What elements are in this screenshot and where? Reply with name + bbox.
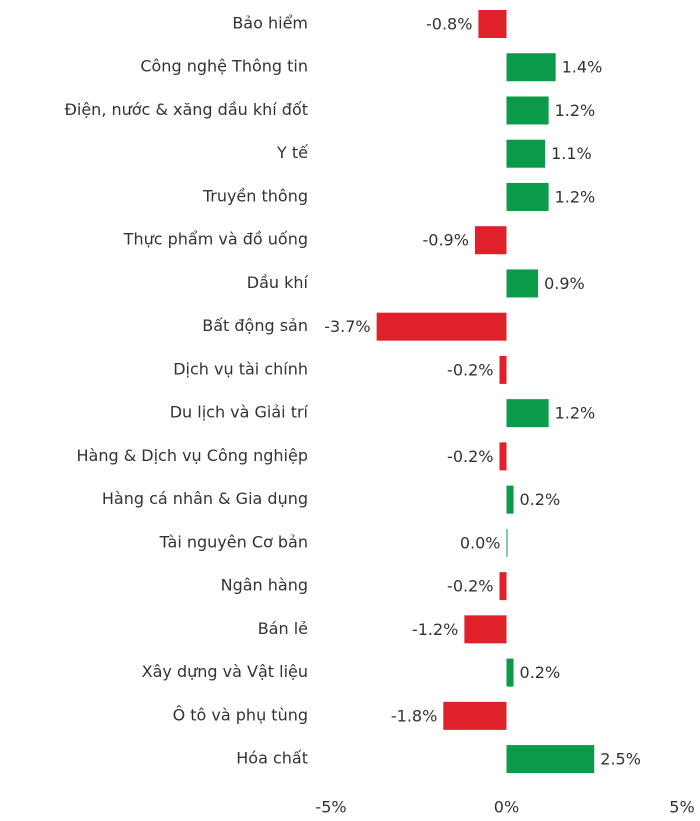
bar: [499, 355, 507, 384]
bar: [478, 10, 507, 38]
value-label: -0.8%: [426, 15, 472, 34]
x-tick-label: -5%: [315, 798, 346, 817]
bar: [506, 485, 514, 514]
bar: [506, 528, 508, 557]
category-label: Tài nguyên Cơ bản: [159, 532, 308, 551]
value-label: -0.2%: [447, 447, 493, 466]
value-label: 1.2%: [555, 404, 596, 423]
bar: [506, 658, 514, 687]
category-label: Bảo hiểm: [232, 14, 308, 33]
category-label: Hàng cá nhân & Gia dụng: [102, 489, 308, 508]
value-label: -0.2%: [447, 577, 493, 596]
bar: [506, 53, 556, 82]
value-label: -1.2%: [412, 620, 458, 639]
bar: [506, 745, 595, 774]
category-label: Bất động sản: [202, 316, 308, 335]
bar: [499, 572, 507, 601]
value-label: 1.4%: [562, 58, 603, 77]
value-label: -0.2%: [447, 360, 493, 379]
category-label: Điện, nước & xăng dầu khí đốt: [64, 100, 308, 119]
category-label: Xây dựng và Vật liệu: [142, 662, 308, 681]
bar: [506, 182, 549, 211]
category-label: Thực phẩm và đồ uống: [123, 230, 308, 249]
bar: [506, 269, 539, 298]
category-label: Ngân hàng: [221, 576, 308, 595]
category-label: Dầu khí: [247, 273, 309, 292]
value-label: -1.8%: [391, 706, 437, 725]
category-label: Hàng & Dịch vụ Công nghiệp: [77, 446, 309, 465]
bar: [499, 442, 507, 471]
bar: [376, 312, 507, 341]
value-label: 2.5%: [600, 750, 641, 769]
bar: [506, 139, 546, 168]
category-label: Y tế: [276, 143, 308, 162]
category-label: Truyền thông: [202, 186, 308, 205]
value-label: 1.2%: [555, 187, 596, 206]
value-label: 0.9%: [544, 274, 585, 293]
x-tick-label: 5%: [669, 798, 694, 817]
category-label: Bán lẻ: [258, 619, 308, 638]
category-label: Công nghệ Thông tin: [140, 57, 308, 76]
value-label: 0.2%: [520, 490, 561, 509]
value-label: -0.9%: [422, 231, 468, 250]
category-label: Dịch vụ tài chính: [173, 359, 308, 378]
x-tick-label: 0%: [494, 798, 519, 817]
value-label: 1.2%: [555, 101, 596, 120]
bar: [474, 226, 507, 255]
category-label: Hóa chất: [236, 749, 308, 768]
value-label: 1.1%: [551, 144, 592, 163]
value-label: 0.2%: [520, 663, 561, 682]
bar: [506, 399, 549, 428]
value-label: -3.7%: [324, 317, 370, 336]
category-label: Du lịch và Giải trí: [170, 403, 309, 422]
bar: [464, 615, 507, 644]
value-label: 0.0%: [460, 533, 501, 552]
bar: [506, 96, 549, 125]
bar: [443, 701, 507, 730]
category-label: Ô tô và phụ tùng: [173, 705, 308, 724]
